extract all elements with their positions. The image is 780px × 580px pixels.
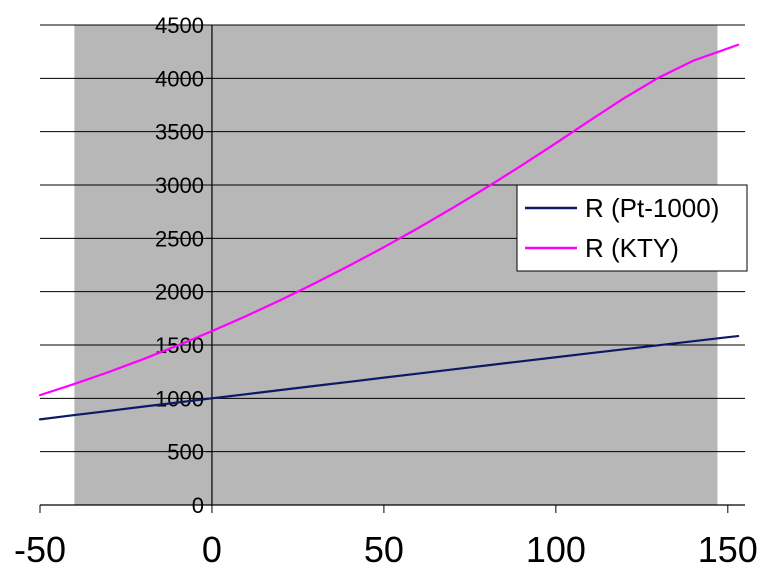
x-tick-label: 150 [698,529,758,570]
legend [516,184,748,272]
y-tick-label: 4500 [155,13,204,38]
y-tick-label: 4000 [155,66,204,91]
y-tick-label: 2500 [155,226,204,251]
y-tick-label: 3000 [155,173,204,198]
legend-label-0: R (Pt-1000) [585,193,719,223]
x-tick-label: 0 [202,529,222,570]
x-tick-label: -50 [14,529,66,570]
y-tick-label: 2000 [155,280,204,305]
series-line-0 [38,334,740,421]
y-tick-label: 1000 [155,386,204,411]
x-tick-label: 100 [526,529,586,570]
legend-label-1: R (KTY) [585,233,679,263]
x-tick-label: 50 [364,529,404,570]
y-tick-label: 500 [167,440,204,465]
y-tick-label: 3500 [155,120,204,145]
series-line-1 [38,43,740,397]
